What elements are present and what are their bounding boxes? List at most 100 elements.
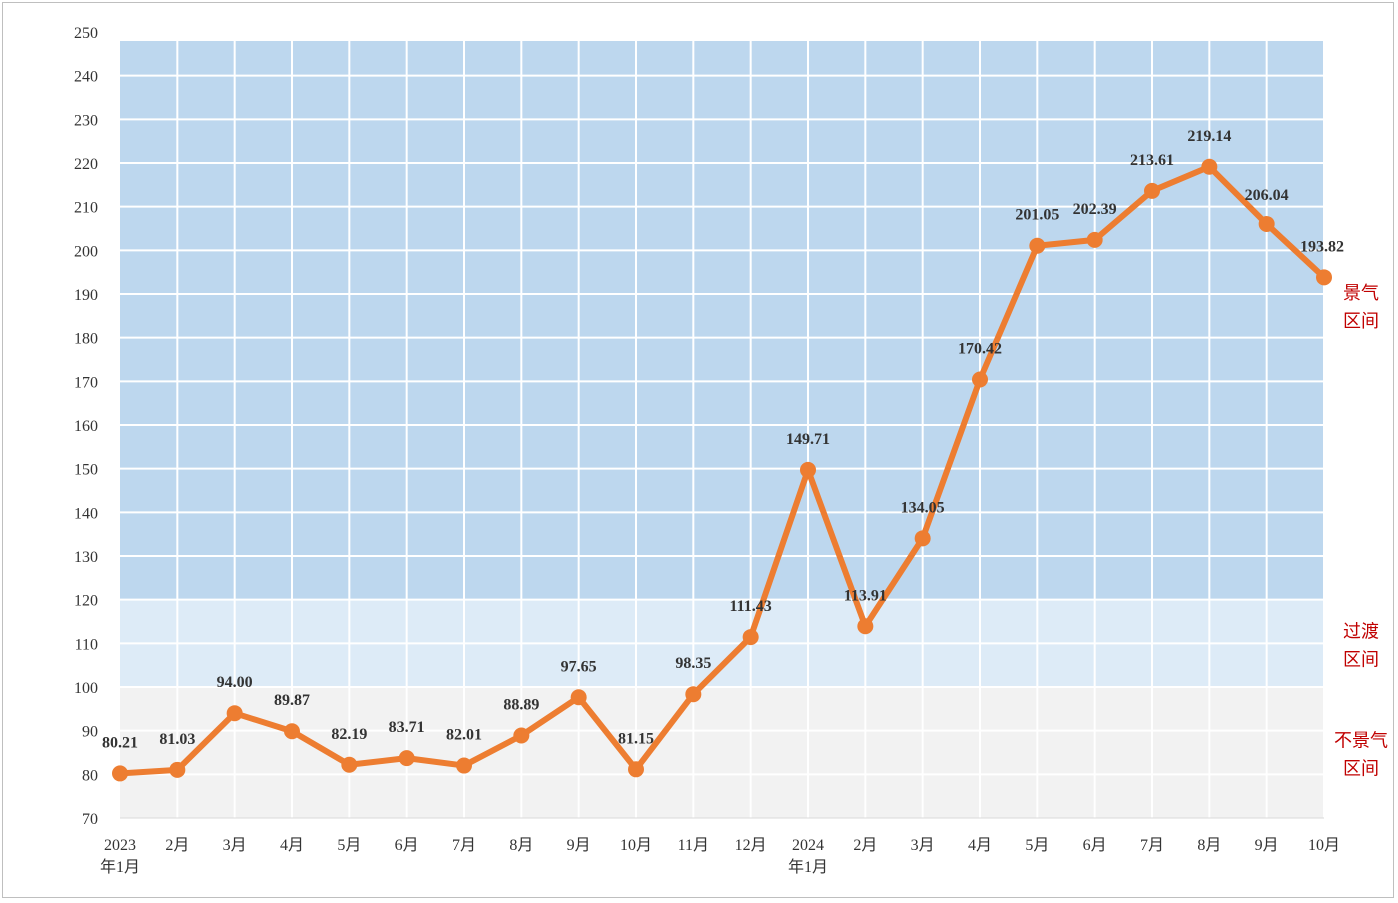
y-tick-label: 100: [74, 680, 98, 697]
x-tick-label: 11月: [678, 837, 709, 854]
x-tick-label: 7月: [452, 837, 476, 854]
y-tick-label: 250: [74, 25, 98, 42]
x-tick-label: 9月: [567, 837, 591, 854]
data-label: 82.19: [331, 726, 367, 743]
zone-boom: [120, 41, 1324, 600]
y-tick-label: 140: [74, 505, 98, 522]
data-point: [1144, 182, 1160, 199]
x-tick-label: 4月: [968, 837, 992, 854]
data-label: 80.21: [102, 734, 138, 751]
data-point: [742, 629, 759, 646]
data-point: [972, 371, 988, 388]
data-label: 83.71: [389, 719, 425, 736]
y-tick-label: 80: [82, 767, 98, 784]
x-tick-label: 12月: [735, 837, 767, 854]
data-label: 170.42: [958, 340, 1002, 357]
data-point: [341, 756, 358, 773]
data-label: 134.05: [901, 499, 945, 516]
x-tick-label: 2023: [104, 837, 136, 854]
data-labels: 80.21 81.03 94.00 89.87 82.19 83.71 82.01 88.89…: [102, 128, 1344, 752]
x-tick-label: 8月: [509, 837, 533, 854]
x-tick-label: 7月: [1140, 837, 1164, 854]
x-tick-label: 10月: [620, 837, 652, 854]
data-point: [112, 765, 128, 782]
data-label: 81.03: [159, 731, 195, 748]
zone-label-transition: 区间: [1343, 649, 1379, 670]
zone-label-transition: 过渡: [1343, 621, 1379, 642]
data-point: [226, 705, 243, 722]
zone-label-slump: 不景气: [1334, 731, 1388, 752]
data-label: 111.43: [730, 598, 772, 615]
x-tick-label: 6月: [395, 837, 419, 854]
data-label: 193.82: [1300, 238, 1344, 255]
x-tick-label: 5月: [1025, 837, 1049, 854]
x-tick-label: 3月: [911, 837, 935, 854]
data-label: 206.04: [1245, 187, 1289, 204]
data-points: [112, 158, 1332, 782]
series-line: [117, 163, 1327, 777]
y-tick-label: 150: [74, 462, 98, 479]
data-point: [1086, 231, 1103, 248]
data-label: 149.71: [786, 431, 830, 448]
grid-lines: [120, 41, 1325, 819]
y-tick-label: 120: [74, 593, 98, 610]
y-tick-label: 230: [74, 112, 98, 129]
data-label: 94.00: [217, 674, 253, 691]
series-line-index: [117, 163, 1327, 777]
data-label: 219.14: [1187, 128, 1231, 145]
x-tick-label: 6月: [1083, 837, 1107, 854]
x-tick-label: 10月: [1308, 837, 1340, 854]
y-tick-label: 90: [82, 724, 98, 741]
x-tick-label: 2月: [853, 837, 877, 854]
x-tick-label: 9月: [1255, 837, 1279, 854]
data-point: [857, 618, 874, 635]
y-tick-label: 190: [74, 287, 98, 304]
data-point: [398, 750, 415, 767]
data-point: [1201, 158, 1218, 175]
data-label: 81.15: [618, 730, 654, 747]
data-point: [914, 530, 931, 547]
data-label: 89.87: [274, 692, 310, 709]
x-tick-label: 2024: [792, 837, 824, 854]
data-label: 113.91: [844, 587, 887, 604]
y-axis: 70 80 90 100 110 120 130 140 150 160 170 180 190 200 2…: [74, 25, 98, 828]
y-tick-label: 240: [74, 69, 98, 86]
data-label: 98.35: [675, 655, 711, 672]
y-tick-label: 130: [74, 549, 98, 566]
x-tick-label: 年1月: [788, 858, 828, 876]
zone-backgrounds: [120, 41, 1324, 818]
x-tick-label: 年1月: [100, 858, 140, 876]
data-point: [800, 461, 816, 478]
zone-label-boom: 区间: [1343, 311, 1379, 332]
data-point: [284, 723, 300, 740]
y-tick-label: 70: [82, 811, 98, 828]
x-tick-label: 8月: [1197, 837, 1221, 854]
data-point: [685, 686, 702, 703]
data-point: [456, 757, 472, 774]
data-point: [628, 761, 644, 778]
data-point: [1258, 215, 1275, 232]
data-label: 202.39: [1073, 201, 1117, 218]
data-label: 88.89: [503, 697, 539, 714]
zone-label-slump: 区间: [1343, 759, 1379, 780]
data-point: [570, 689, 587, 706]
zone-slump: [120, 687, 1324, 818]
y-tick-label: 200: [74, 243, 98, 260]
zone-label-boom: 景气: [1343, 283, 1379, 304]
data-point: [1316, 269, 1332, 286]
y-tick-label: 210: [74, 200, 98, 217]
x-tick-label: 5月: [337, 837, 361, 854]
data-label: 213.61: [1130, 152, 1174, 169]
y-tick-label: 220: [74, 156, 98, 173]
data-point: [169, 761, 186, 778]
data-point: [513, 727, 530, 744]
y-tick-label: 180: [74, 331, 98, 348]
x-tick-label: 2月: [165, 837, 189, 854]
x-axis: 2023 年1月 2月 3月 4月 5月 6月 7月 8月 9月 10月 11月 12月 2024 年1月 2…: [100, 837, 1340, 876]
y-tick-label: 170: [74, 374, 98, 391]
y-tick-label: 160: [74, 418, 98, 435]
y-tick-label: 110: [75, 636, 98, 653]
data-point: [1029, 237, 1046, 254]
